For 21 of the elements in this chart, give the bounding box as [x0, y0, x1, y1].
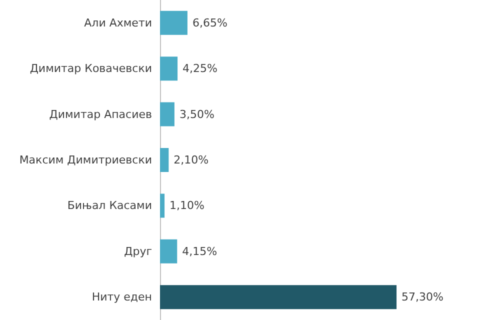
- bar: [160, 239, 178, 264]
- data-label: 1,10%: [170, 199, 204, 212]
- bar: [160, 102, 174, 126]
- y-tick-label: Ниту еден: [92, 290, 152, 304]
- y-tick-label: Друг: [124, 244, 152, 258]
- bar: [160, 194, 165, 218]
- y-tick-label: Димитар Ковачевски: [30, 62, 152, 76]
- data-label: 3,50%: [179, 108, 214, 121]
- data-label: 4,15%: [182, 244, 218, 258]
- bar: [160, 56, 178, 81]
- y-tick-label: Максим Димитриевски: [19, 154, 152, 166]
- bar: [160, 148, 169, 172]
- bar: [160, 285, 397, 310]
- data-label: 6,65%: [192, 16, 228, 30]
- y-tick-label: Али Ахмети: [84, 16, 152, 30]
- data-label: 2,10%: [174, 154, 209, 166]
- data-label: 4,25%: [182, 62, 218, 76]
- y-tick-label: Димитар Апасиев: [49, 108, 152, 121]
- data-label: 57,30%: [402, 290, 444, 304]
- y-tick-label: Бињал Касами: [67, 199, 152, 212]
- bar: [160, 10, 188, 35]
